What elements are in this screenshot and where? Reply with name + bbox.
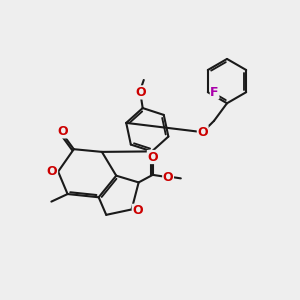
Text: O: O — [163, 170, 173, 184]
Text: O: O — [57, 125, 68, 138]
Text: O: O — [197, 126, 208, 139]
Text: O: O — [147, 151, 158, 164]
Text: O: O — [47, 165, 58, 178]
Text: O: O — [132, 204, 143, 217]
Text: O: O — [135, 86, 146, 99]
Text: F: F — [210, 86, 219, 99]
